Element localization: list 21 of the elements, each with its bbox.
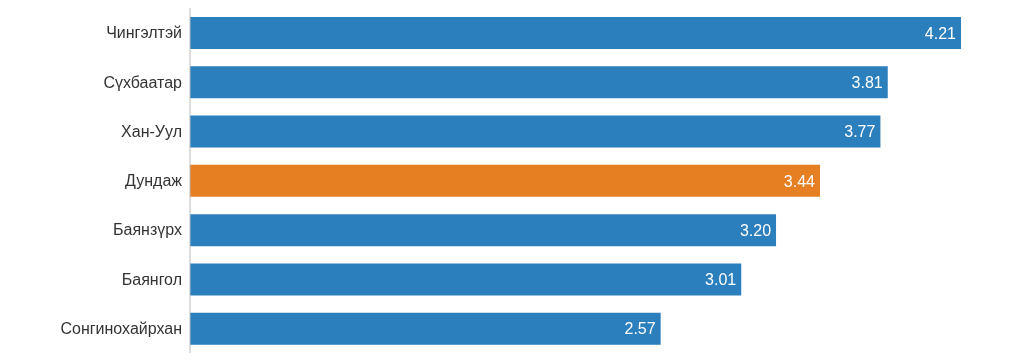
bar: [190, 164, 820, 197]
y-tick-label: Баянзүрх: [113, 221, 182, 239]
bar: [190, 66, 888, 99]
data-label: 3.77: [844, 123, 876, 141]
data-label: 3.44: [783, 172, 816, 190]
y-tick-label: Чингэлтэй: [106, 24, 182, 42]
bar: [190, 17, 961, 49]
data-label: 3.81: [851, 73, 883, 91]
data-label: 4.21: [924, 24, 957, 42]
data-label: 3.20: [739, 221, 772, 239]
bar: [190, 263, 742, 296]
bar: [190, 312, 661, 345]
y-tick-label: Баянгол: [121, 270, 182, 288]
y-tick-label: Дундаж: [125, 172, 183, 190]
data-label: 3.01: [705, 271, 737, 289]
bar: [190, 214, 777, 247]
y-tick-label: Хан-Уул: [121, 122, 182, 140]
bar: [190, 115, 881, 148]
data-label: 2.57: [624, 320, 656, 338]
y-tick-label: Сүхбаатар: [103, 73, 183, 91]
y-tick-label: Сонгинохайрхан: [60, 320, 182, 338]
